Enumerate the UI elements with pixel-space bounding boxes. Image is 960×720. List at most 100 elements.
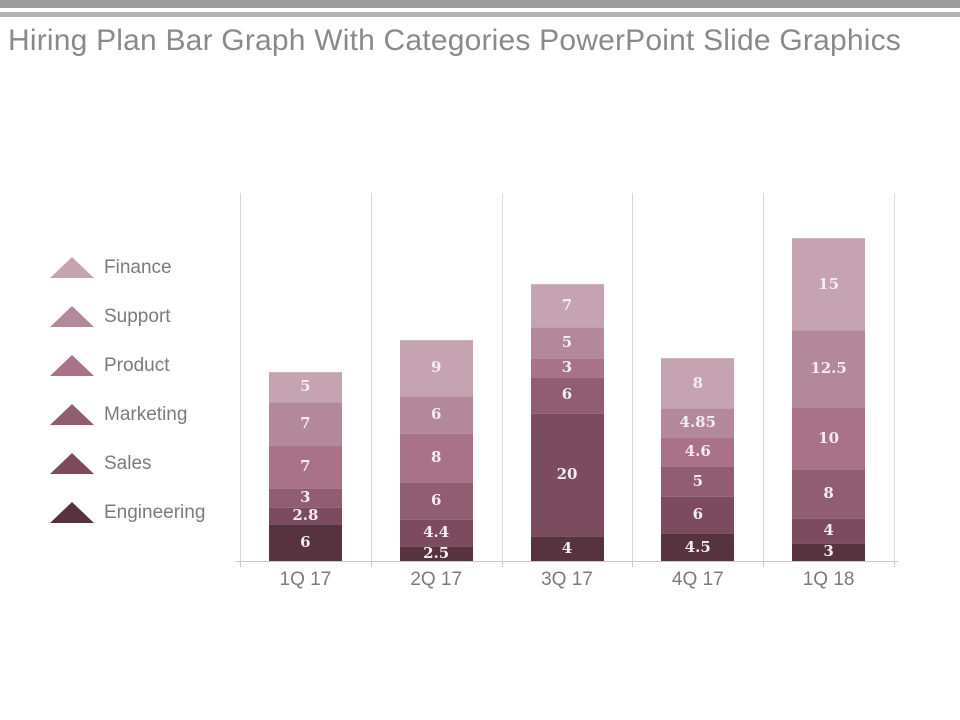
bar-segment-finance: 7 <box>530 284 604 328</box>
bar-segment-sales: 6 <box>661 496 735 534</box>
legend-item-finance: Finance <box>48 243 233 292</box>
x-axis-label: 1Q 18 <box>802 569 855 590</box>
bar-segment-marketing: 6 <box>530 376 604 414</box>
bar-segment-marketing: 8 <box>792 468 866 518</box>
data-label: 6 <box>300 533 311 552</box>
x-axis-label: 4Q 17 <box>671 569 724 590</box>
bar-segment-finance: 9 <box>399 340 473 396</box>
bar-segment-support: 6 <box>399 395 473 433</box>
data-label: 6 <box>430 404 442 423</box>
data-label: 15 <box>818 274 840 293</box>
data-label: 7 <box>561 296 573 315</box>
vertical-gridline <box>894 193 895 562</box>
legend-item-sales: Sales <box>48 439 233 488</box>
legend-item-label: Engineering <box>104 501 206 523</box>
bar-segment-engineering: 4 <box>530 536 604 561</box>
stacked-bar-2q-17: 9 6 8 6 4.4 2.5 <box>399 340 473 562</box>
data-label: 7 <box>300 457 311 476</box>
triangle-icon <box>50 453 94 474</box>
bar-segment-support: 7 <box>268 402 342 446</box>
axis-tick <box>370 562 372 567</box>
page-title: Hiring Plan Bar Graph With Categories Po… <box>8 24 901 57</box>
data-label: 8 <box>823 483 834 502</box>
data-label: 8 <box>692 373 704 392</box>
data-label: 5 <box>561 333 573 352</box>
bar-segment-support: 4.85 <box>661 407 735 438</box>
data-label: 2.5 <box>423 543 450 562</box>
top-accent-bar-secondary <box>0 12 960 17</box>
x-axis-line <box>236 561 898 562</box>
bar-segment-sales: 2.8 <box>268 506 342 525</box>
data-label: 6 <box>561 385 573 404</box>
bar-segment-finance: 8 <box>661 358 735 408</box>
bar-segment-engineering: 6 <box>268 524 342 561</box>
triangle-icon <box>50 404 94 425</box>
bar-segment-product: 10 <box>792 407 866 469</box>
bar-segment-marketing: 3 <box>268 488 342 507</box>
data-label: 3 <box>561 357 573 376</box>
vertical-gridline <box>370 193 372 562</box>
bar-segment-support: 12.5 <box>792 330 866 408</box>
data-label: 4.6 <box>684 442 711 461</box>
bar-segment-product: 8 <box>399 432 473 482</box>
bar-segment-marketing: 6 <box>399 481 473 519</box>
legend-item-label: Product <box>104 354 170 376</box>
vertical-gridline <box>632 193 634 562</box>
data-label: 5 <box>692 471 704 490</box>
data-label: 4.5 <box>684 537 711 556</box>
data-label: 5 <box>300 377 311 396</box>
triangle-icon <box>50 355 94 376</box>
bar-segment-product: 3 <box>530 357 604 377</box>
legend-item-label: Support <box>104 305 171 327</box>
data-label: 4 <box>561 539 573 558</box>
data-label: 4.4 <box>423 522 450 541</box>
bar-segment-sales: 20 <box>530 413 604 537</box>
data-label: 8 <box>430 447 442 466</box>
bar-segment-finance: 15 <box>792 238 866 331</box>
vertical-gridline <box>501 193 503 562</box>
data-label: 6 <box>430 490 442 509</box>
stacked-bar-1q-17: 5 7 7 3 2.8 6 <box>268 371 342 561</box>
legend-item-engineering: Engineering <box>48 488 233 537</box>
axis-tick <box>240 562 241 567</box>
chart-plot-area: 5 7 7 3 2.8 6 9 6 8 6 4.4 2.5 7 5 3 6 20 4 8 4.85 4.6 5 6 4.5 15… <box>236 193 898 567</box>
bar-segment-sales: 4 <box>792 517 866 543</box>
axis-tick <box>632 562 634 567</box>
triangle-icon <box>50 306 94 327</box>
data-label: 3 <box>300 488 311 507</box>
triangle-icon <box>50 257 94 278</box>
bar-segment-product: 4.6 <box>661 437 735 466</box>
top-accent-bar-primary <box>0 0 960 8</box>
legend-item-support: Support <box>48 292 233 341</box>
stacked-bar-1q-18: 15 12.5 10 8 4 3 <box>792 238 866 561</box>
bar-segment-engineering: 3 <box>792 542 866 561</box>
data-label: 12.5 <box>810 359 847 378</box>
triangle-icon <box>50 502 94 523</box>
vertical-gridline <box>763 193 765 562</box>
legend-item-label: Marketing <box>104 403 188 425</box>
bar-segment-product: 7 <box>268 445 342 489</box>
data-label: 4.85 <box>679 413 717 431</box>
bar-segment-marketing: 5 <box>661 465 735 497</box>
axis-tick <box>894 562 895 567</box>
bar-segment-engineering: 2.5 <box>399 543 473 562</box>
legend-item-product: Product <box>48 341 233 390</box>
bar-segment-support: 5 <box>530 327 604 359</box>
x-axis-label: 1Q 17 <box>279 569 332 590</box>
data-label: 6 <box>692 505 704 524</box>
legend-item-label: Finance <box>104 256 172 278</box>
stacked-bar-4q-17: 8 4.85 4.6 5 6 4.5 <box>661 358 735 561</box>
data-label: 2.8 <box>292 506 319 524</box>
axis-tick <box>763 562 765 567</box>
bar-segment-finance: 5 <box>268 371 342 403</box>
data-label: 20 <box>556 465 578 484</box>
bar-segment-engineering: 4.5 <box>661 533 735 561</box>
legend-item-label: Sales <box>104 452 152 474</box>
chart-legend: Finance Support Product Marketing Sales Engin… <box>48 243 233 537</box>
stacked-bar-3q-17: 7 5 3 6 20 4 <box>530 284 604 561</box>
vertical-gridline <box>240 193 241 562</box>
data-label: 4 <box>823 520 834 539</box>
x-axis-label: 2Q 17 <box>410 569 463 590</box>
legend-item-marketing: Marketing <box>48 390 233 439</box>
